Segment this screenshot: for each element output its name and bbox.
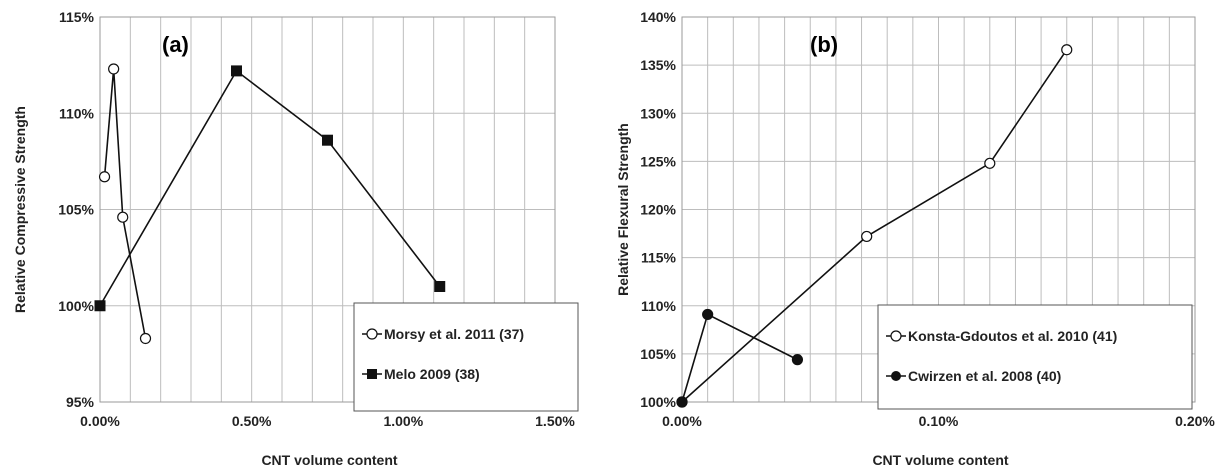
y-axis-title: Relative Flexural Strength <box>615 123 631 296</box>
y-tick-label: 140% <box>640 9 676 25</box>
legend-marker <box>890 330 902 342</box>
x-tick-label: 1.50% <box>535 413 575 429</box>
panel-label: (b) <box>810 32 838 57</box>
legend-label: Morsy et al. 2011 (37) <box>384 326 524 342</box>
data-point <box>231 65 242 77</box>
y-tick-label: 110% <box>59 105 95 121</box>
data-point <box>984 157 996 169</box>
y-tick-label: 135% <box>640 57 676 73</box>
x-tick-label: 0.20% <box>1175 413 1215 429</box>
y-tick-label: 115% <box>641 250 677 266</box>
y-tick-label: 115% <box>59 9 95 25</box>
x-axis-title: CNT volume content <box>872 452 1008 468</box>
x-tick-label: 1.00% <box>383 413 423 429</box>
y-tick-label: 125% <box>640 153 676 169</box>
data-point <box>791 354 804 366</box>
legend-box <box>353 302 579 412</box>
series-line-1 <box>103 68 147 339</box>
data-point <box>108 63 120 75</box>
y-axis-title: Relative Compressive Strength <box>12 106 28 313</box>
legend-marker <box>891 371 901 381</box>
y-tick-label: 95% <box>66 394 95 410</box>
y-tick-label: 100% <box>58 298 94 314</box>
series-line-1 <box>681 49 1068 403</box>
data-point <box>434 281 446 292</box>
panel-label: (a) <box>162 32 189 57</box>
y-tick-label: 105% <box>58 202 94 218</box>
legend-box <box>877 304 1193 410</box>
legend-marker <box>367 369 377 379</box>
series-line-2 <box>99 69 441 307</box>
data-point <box>861 230 873 243</box>
x-tick-label: 0.50% <box>232 413 272 429</box>
legend-label: Konsta-Gdoutos et al. 2010 (41) <box>908 328 1117 344</box>
series-line-2 <box>681 313 798 403</box>
data-point <box>1061 44 1073 56</box>
y-tick-label: 120% <box>640 202 676 218</box>
chart-panel-a: 95% 100% 105% 110% 115% 0.00% 0.50% 1.00% 1.50% C… <box>12 9 579 468</box>
x-tick-label: 0.00% <box>80 413 120 429</box>
plot-frame <box>99 16 556 403</box>
data-point <box>676 396 688 408</box>
legend-label: Cwirzen et al. 2008 (40) <box>908 368 1061 384</box>
x-tick-label: 0.10% <box>919 413 959 429</box>
data-point <box>98 171 111 183</box>
legend-marker <box>366 328 378 340</box>
data-point <box>139 332 152 345</box>
data-point <box>117 211 129 223</box>
data-point <box>94 300 106 312</box>
x-tick-label: 0.00% <box>662 413 702 429</box>
y-tick-label: 110% <box>641 298 677 314</box>
y-tick-label: 100% <box>640 394 676 410</box>
legend-label: Melo 2009 (38) <box>384 366 480 382</box>
y-tick-label: 105% <box>640 346 676 362</box>
data-point <box>702 308 714 321</box>
data-point <box>322 134 333 146</box>
y-tick-label: 130% <box>640 105 676 121</box>
chart-panel-b: 100% 105% 110% 115% 120% 125% 130% 135% 140% 0.00… <box>615 9 1215 468</box>
x-axis-title: CNT volume content <box>261 452 397 468</box>
